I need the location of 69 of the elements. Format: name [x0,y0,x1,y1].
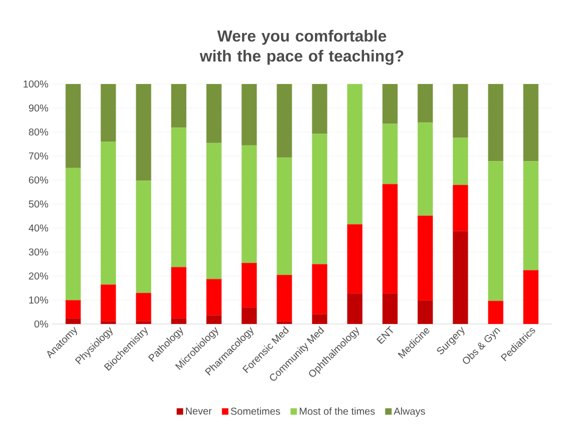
bar [523,161,539,270]
y-tick-label: 100% [24,80,48,88]
bar [65,84,81,168]
bar [171,128,186,268]
bar [100,84,116,142]
bar [488,300,504,324]
chart-title: Were you comfortable with the pace of teaching? [200,30,404,65]
bar [100,320,116,324]
bar [452,230,468,324]
y-tick-label: 60% [28,176,48,184]
bar [452,138,468,186]
bar [382,84,398,124]
bar [206,315,222,324]
bar [65,318,81,324]
bar [488,161,504,302]
bar [276,84,292,158]
bar [242,307,257,324]
bar [523,270,539,324]
y-tick-label: 20% [28,272,48,280]
bar [206,84,222,144]
bar [488,84,504,162]
bar [312,134,328,264]
y-tick-label: 30% [28,248,48,256]
y-tick-label: 40% [28,224,48,232]
y-tick-label: 70% [28,152,48,160]
bar [347,293,362,324]
bar [276,321,292,324]
legend-label: Never [186,408,212,415]
bar [206,278,222,316]
y-tick-label: 50% [28,200,48,208]
bar [312,314,328,324]
bar [418,300,433,324]
bar [418,84,433,123]
y-tick-label: 0% [34,320,48,328]
bar [65,168,81,300]
bar [276,158,292,276]
legend-label: Always [394,407,426,417]
bar [347,224,362,294]
bar [382,184,398,294]
bar [136,320,152,324]
bar [418,122,433,216]
bar [171,84,186,128]
bar [347,84,362,225]
bar [65,300,81,319]
bar [242,145,257,264]
legend-label: Most of the times [300,407,375,415]
bar [452,84,468,138]
bar [312,264,328,314]
bar [312,84,328,134]
y-tick-label: 90% [28,104,48,112]
bar [171,318,186,324]
bar [136,84,152,181]
bar [136,180,152,294]
bar [418,216,433,301]
bar [523,84,539,162]
legend-label: Sometimes [230,407,280,415]
bar [382,293,398,324]
bar [242,262,257,308]
bar [382,124,398,184]
y-tick-label: 10% [29,296,48,304]
bar [452,184,468,232]
bar [100,284,116,322]
bar [206,142,222,280]
bar [100,142,116,285]
y-tick-label: 80% [28,128,48,136]
bar [242,84,257,146]
bar [171,266,186,319]
bar [276,274,292,322]
bar [136,292,152,322]
